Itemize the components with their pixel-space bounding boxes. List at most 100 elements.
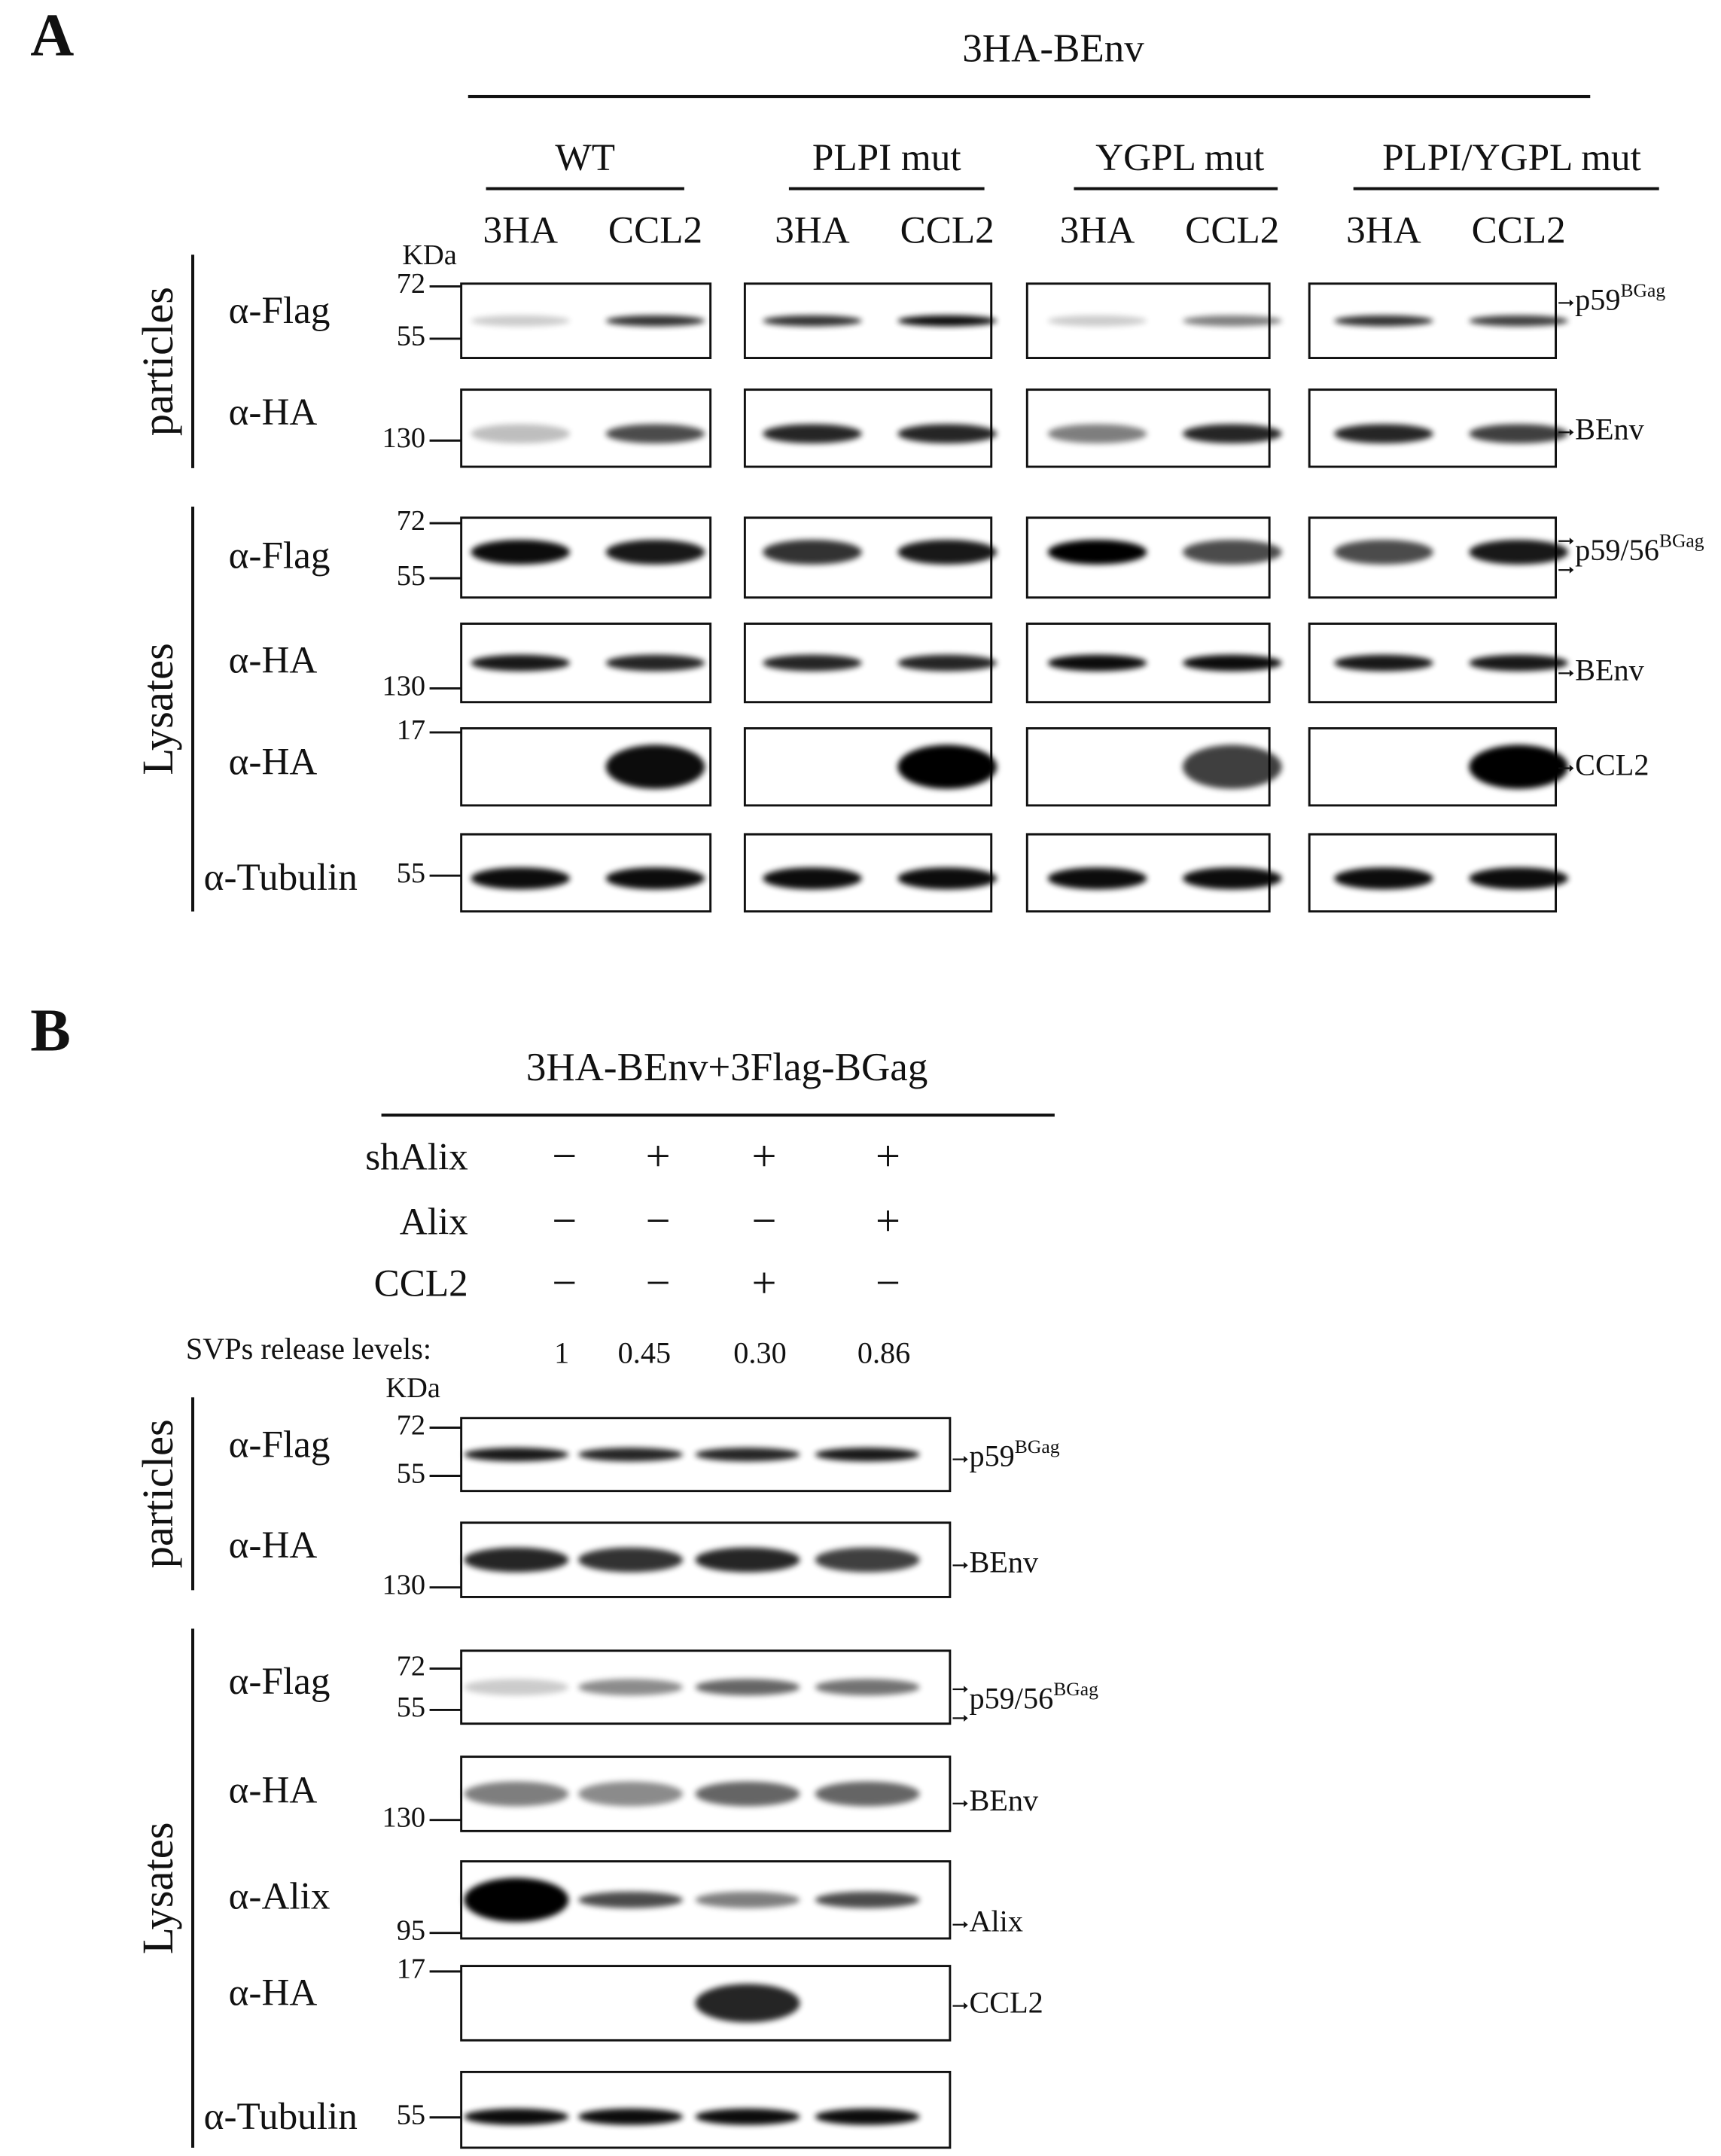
band [695, 1547, 800, 1573]
target-name: CCL2 [1575, 748, 1649, 782]
band [471, 424, 571, 443]
band [695, 1984, 800, 2023]
band [1334, 315, 1433, 327]
band [1469, 315, 1569, 327]
band [1047, 867, 1147, 890]
condition-label: Alix [400, 1200, 468, 1243]
condition-label: shAlix [365, 1135, 468, 1178]
target-superscript: BGag [1015, 1436, 1060, 1457]
target-name: BEnv [1575, 653, 1645, 687]
marker-label: 72 [397, 268, 425, 300]
panel-label: B [30, 997, 71, 1064]
antibody-label: α-Tubulin [204, 856, 358, 899]
target-name: p59/56 [1575, 533, 1659, 567]
condition-sign: + [646, 1131, 671, 1180]
lane-label: 3HA [1346, 209, 1421, 252]
band [897, 424, 998, 443]
band [605, 654, 705, 671]
band [815, 1448, 920, 1462]
band [1469, 424, 1569, 443]
band [471, 867, 571, 890]
lane-label: 3HA [775, 209, 850, 252]
release-value: 0.30 [733, 1336, 786, 1370]
lane-label: CCL2 [1185, 209, 1279, 252]
arrow-head [1569, 764, 1574, 772]
target-name: p59 [1575, 283, 1620, 317]
section-label: particles [133, 287, 182, 436]
lane-label: CCL2 [1472, 209, 1566, 252]
band [1182, 539, 1282, 565]
target-label: BEnv [969, 1783, 1039, 1817]
marker-label: 130 [382, 670, 426, 702]
band [464, 1781, 569, 1807]
antibody-label: α-HA [229, 638, 318, 681]
marker-label: 72 [397, 1409, 425, 1441]
band [471, 539, 571, 565]
arrow-head [964, 1800, 968, 1807]
marker-label: 130 [382, 422, 426, 454]
target-label: BEnv [1575, 653, 1645, 687]
band [815, 1781, 920, 1807]
antibody-label: α-HA [229, 1524, 318, 1567]
band [815, 1547, 920, 1573]
band [605, 315, 705, 327]
panel-header: 3HA-BEnv [962, 27, 1144, 71]
arrow-head [1569, 566, 1574, 574]
target-label: p59BGag [1575, 279, 1665, 317]
band [464, 2108, 569, 2125]
arrow-head [964, 1714, 968, 1722]
band [578, 2108, 684, 2125]
band [464, 1877, 569, 1923]
band [695, 1891, 800, 1908]
release-label: SVPs release levels: [186, 1332, 431, 1366]
band [578, 1891, 684, 1908]
condition-sign: + [751, 1131, 776, 1180]
band [815, 1679, 920, 1696]
marker-label: 55 [397, 2100, 425, 2131]
target-superscript: BGag [1659, 529, 1704, 551]
band [1047, 424, 1147, 443]
marker-label: 130 [382, 1802, 426, 1834]
antibody-label: α-HA [229, 1769, 318, 1812]
marker-label: 55 [397, 1457, 425, 1489]
band [1469, 539, 1569, 565]
marker-label: 55 [397, 857, 425, 889]
target-name: p59 [969, 1439, 1014, 1473]
condition-label: CCL2 [374, 1262, 468, 1305]
band [897, 867, 998, 890]
panel-header: 3HA-BEnv+3Flag-BGag [526, 1046, 928, 1089]
arrow-head [964, 2002, 968, 2010]
band [1334, 424, 1433, 443]
band [695, 1679, 800, 1696]
lane-label: 3HA [483, 209, 559, 252]
band [815, 1891, 920, 1908]
section-label: particles [133, 1419, 182, 1568]
band [605, 539, 705, 565]
group-label: PLPI/YGPL mut [1382, 136, 1641, 179]
arrow-head [1569, 669, 1574, 677]
target-label: BEnv [1575, 413, 1645, 446]
antibody-label: α-Alix [229, 1875, 330, 1918]
condition-sign: − [876, 1258, 900, 1307]
band [464, 1448, 569, 1462]
band [815, 2108, 920, 2125]
band [897, 315, 998, 327]
condition-sign: − [552, 1131, 577, 1180]
band [695, 1781, 800, 1807]
band [695, 2108, 800, 2125]
antibody-label: α-Flag [229, 289, 330, 332]
arrow-head [1569, 537, 1574, 545]
condition-sign: − [646, 1196, 671, 1245]
band [578, 1679, 684, 1696]
section-label: Lysates [133, 1822, 182, 1954]
band [471, 315, 571, 327]
group-label: PLPI mut [812, 136, 961, 179]
band [605, 745, 705, 789]
band [763, 424, 862, 443]
marker-label: 55 [397, 321, 425, 352]
target-superscript: BGag [1620, 279, 1665, 301]
condition-sign: + [751, 1258, 776, 1307]
band [578, 1781, 684, 1807]
kda-label: KDa [402, 239, 457, 271]
target-name: BEnv [969, 1545, 1039, 1579]
